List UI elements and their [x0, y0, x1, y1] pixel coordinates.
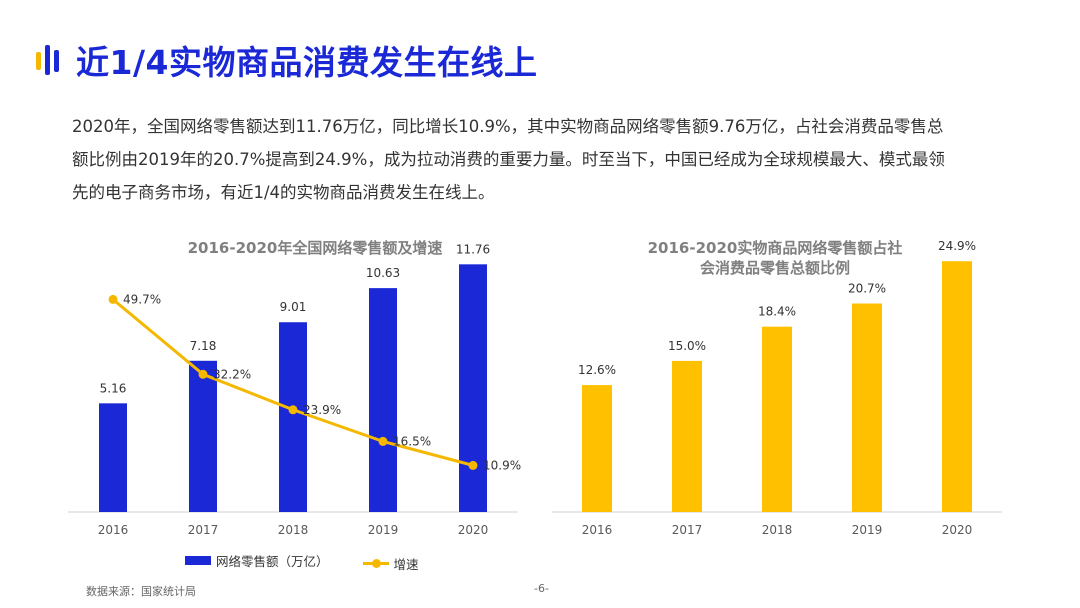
right-bar — [672, 360, 702, 512]
left-bar-label: 5.16 — [100, 381, 127, 395]
right-x-tick-label: 2016 — [582, 523, 613, 537]
left-bar — [279, 322, 307, 512]
left-growth-label: 49.7% — [123, 292, 161, 306]
left-bar — [99, 403, 127, 512]
left-bar — [189, 360, 217, 512]
page-number: -6- — [534, 582, 549, 595]
left-x-tick-label: 2016 — [98, 523, 129, 537]
intro-line: 先的电子商务市场，有近1/4的实物商品消费发生在线上。 — [72, 183, 495, 202]
left-chart-title: 2016-2020年全国网络零售额及增速 — [187, 239, 443, 257]
right-bar — [762, 326, 792, 512]
legend-label: 网络零售额（万亿） — [216, 554, 329, 569]
left-growth-label: 10.9% — [483, 458, 521, 472]
left-growth-label: 32.2% — [213, 367, 251, 381]
left-growth-point — [378, 436, 388, 446]
right-x-tick-label: 2019 — [852, 523, 883, 537]
right-x-tick-label: 2017 — [672, 523, 703, 537]
intro-line: 额比例由2019年的20.7%提高到24.9%，成为拉动消费的重要力量。时至当下… — [72, 150, 945, 169]
left-growth-point — [468, 460, 478, 470]
left-bar — [369, 288, 397, 512]
legend-line-swatch — [362, 559, 389, 568]
left-growth-point — [288, 405, 298, 415]
left-chart-legend: 网络零售额（万亿） 增速 — [185, 551, 449, 573]
right-chart-title: 2016-2020实物商品网络零售额占社 会消费品零售总额比例 — [610, 238, 940, 278]
right-bar-label: 12.6% — [578, 363, 616, 377]
right-chart-title-line: 会消费品零售总额比例 — [699, 259, 850, 277]
left-growth-label: 23.9% — [303, 403, 341, 417]
title-accent-bars — [36, 42, 76, 78]
left-x-tick-label: 2017 — [188, 523, 219, 537]
right-chart-title-line: 2016-2020实物商品网络零售额占社 — [647, 239, 903, 257]
right-bar — [852, 303, 882, 512]
left-x-tick-label: 2020 — [458, 523, 489, 537]
legend-label: 增速 — [393, 557, 419, 572]
intro-line: 2020年，全国网络零售额达到11.76万亿，同比增长10.9%，其中实物商品网… — [72, 117, 944, 136]
page-title: 近1/4实物商品消费发生在线上 — [76, 43, 538, 82]
legend-bar-swatch — [185, 556, 211, 565]
left-bar-label: 11.76 — [456, 242, 490, 256]
right-bar — [942, 261, 972, 512]
legend-item-retail: 网络零售额（万亿） — [185, 551, 329, 570]
left-x-tick-label: 2018 — [278, 523, 309, 537]
left-bar-label: 10.63 — [366, 266, 400, 280]
right-bar — [582, 385, 612, 512]
left-growth-point — [198, 369, 208, 379]
right-bar-label: 24.9% — [938, 239, 976, 253]
legend-item-growth: 增速 — [362, 554, 419, 573]
right-bar-label: 15.0% — [668, 339, 706, 353]
data-source: 数据来源：国家统计局 — [86, 585, 196, 598]
left-growth-point — [108, 294, 118, 304]
left-growth-label: 16.5% — [393, 434, 431, 448]
left-bar-label: 9.01 — [280, 300, 307, 314]
right-x-tick-label: 2018 — [762, 523, 793, 537]
intro-paragraph: 2020年，全国网络零售额达到11.76万亿，同比增长10.9%，其中实物商品网… — [72, 110, 1022, 209]
right-bar-label: 20.7% — [848, 282, 886, 296]
right-bar-label: 18.4% — [758, 305, 796, 319]
left-x-tick-label: 2019 — [368, 523, 399, 537]
left-bar — [459, 264, 487, 512]
left-bar-label: 7.18 — [190, 339, 217, 353]
right-x-tick-label: 2020 — [942, 523, 973, 537]
